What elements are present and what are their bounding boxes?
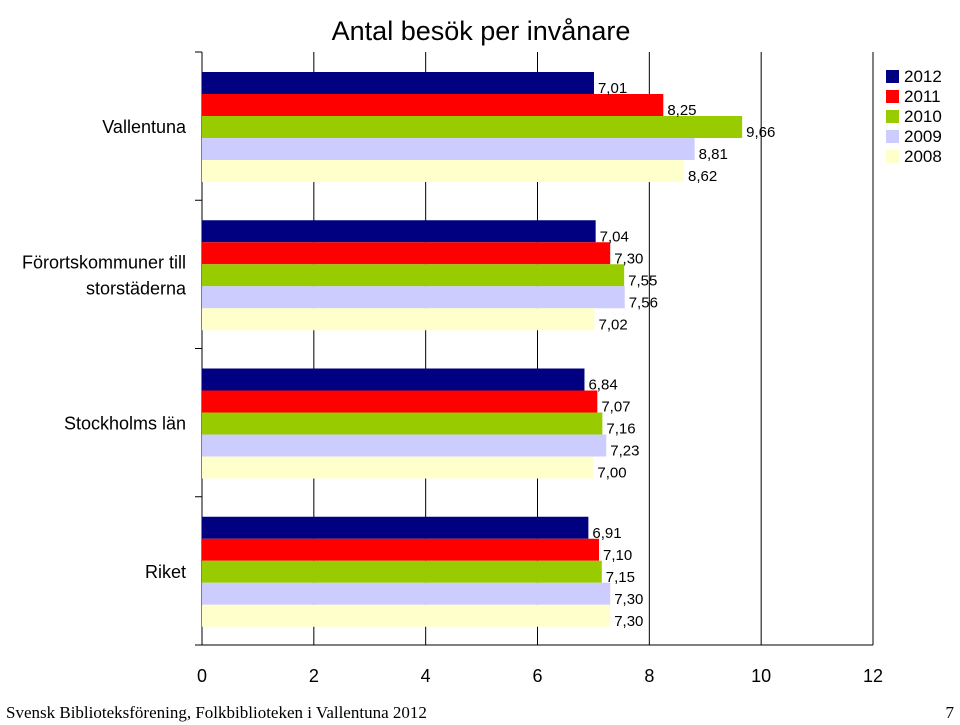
category-label: Riket	[145, 562, 186, 582]
bar	[202, 434, 607, 457]
data-label: 8,81	[699, 146, 728, 163]
legend-swatch	[886, 70, 899, 83]
data-label: 7,56	[629, 294, 658, 311]
chart-title: Antal besök per invånare	[332, 16, 631, 46]
data-label: 8,62	[688, 168, 717, 185]
bar	[202, 160, 685, 182]
bar	[202, 286, 625, 309]
bar	[202, 538, 600, 561]
data-label: 8,25	[667, 102, 696, 119]
data-label: 7,30	[614, 250, 643, 267]
bar	[202, 604, 611, 627]
bar-chart: Antal besök per invånare 7,01 8,25 9,66 8,8…	[22, 16, 942, 686]
category-label: Vallentuna	[102, 117, 187, 137]
legend-label: 2011	[904, 87, 941, 106]
bar	[202, 264, 625, 287]
data-label: 6,91	[592, 525, 621, 542]
bar	[202, 516, 589, 539]
data-label: 7,30	[614, 613, 643, 630]
bar	[202, 582, 611, 605]
page-number: 7	[945, 703, 955, 722]
category-label: Stockholms län	[64, 414, 186, 434]
legend-swatch	[886, 130, 899, 143]
data-label: 7,23	[610, 443, 639, 460]
bar	[202, 412, 603, 435]
legend-swatch	[886, 110, 899, 123]
data-label: 7,07	[601, 399, 630, 416]
data-label: 7,04	[600, 228, 629, 245]
data-label: 7,55	[628, 272, 657, 289]
bar	[202, 220, 596, 243]
legend-label: 2008	[904, 147, 942, 166]
category-label: Förortskommuner till storstäderna	[22, 252, 187, 298]
bar	[202, 368, 585, 391]
bar	[202, 308, 595, 331]
bar	[202, 116, 743, 138]
legend-label: 2009	[904, 127, 942, 146]
x-tick-label: 0	[197, 666, 207, 686]
data-labels: 7,01 8,25 9,66 8,81 8,62 7,04 7,30 7,55 7,567,02…	[588, 80, 775, 630]
legend-swatch	[886, 90, 899, 103]
data-label: 7,15	[606, 569, 635, 586]
bar	[202, 456, 594, 479]
data-label: 7,10	[603, 547, 632, 564]
legend-label: 2010	[904, 107, 942, 126]
footer-text: Svensk Biblioteksförening, Folkbibliotek…	[6, 703, 427, 722]
data-label: 9,66	[746, 124, 775, 141]
x-tick-label: 2	[309, 666, 319, 686]
data-label: 6,84	[588, 377, 617, 394]
bar	[202, 390, 598, 413]
x-tick-label: 12	[863, 666, 883, 686]
category-labels: Vallentuna Förortskommuner till storstäder…	[22, 117, 187, 582]
bar	[202, 560, 602, 583]
legend-label: 2012	[904, 67, 942, 86]
data-label: 7,01	[598, 80, 627, 97]
data-label: 7,00	[597, 465, 626, 482]
bar	[202, 94, 664, 116]
x-tick-label: 10	[751, 666, 771, 686]
x-tick-label: 6	[532, 666, 542, 686]
data-label: 7,30	[614, 591, 643, 608]
x-tick-labels: 0 2 4 6 8 10 12	[197, 666, 883, 686]
data-label: 7,16	[606, 421, 635, 438]
bar	[202, 138, 695, 160]
bars	[202, 72, 743, 627]
bar	[202, 242, 611, 265]
legend-swatch	[886, 150, 899, 163]
x-tick-label: 4	[421, 666, 431, 686]
data-label: 7,02	[599, 316, 628, 333]
x-tick-label: 8	[644, 666, 654, 686]
bar	[202, 72, 594, 94]
